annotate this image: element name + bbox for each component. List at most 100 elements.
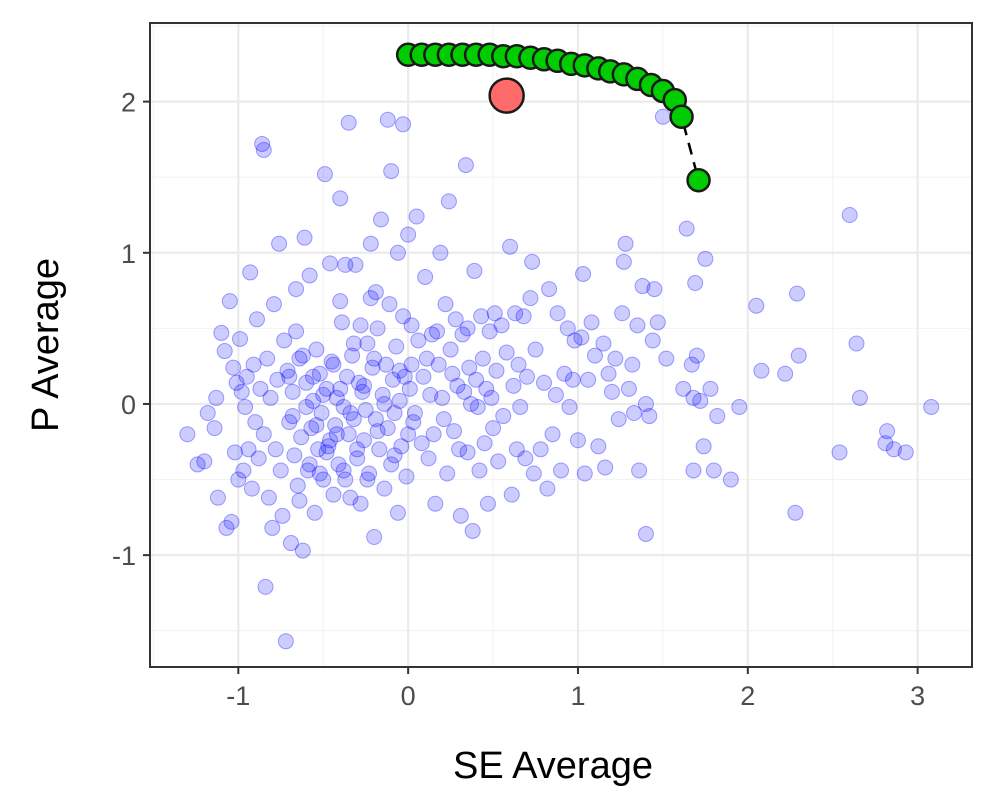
scatter-point bbox=[442, 341, 459, 358]
scatter-point bbox=[345, 335, 362, 352]
scatter-point bbox=[559, 320, 576, 337]
scatter-point bbox=[189, 456, 206, 473]
scatter-point bbox=[352, 495, 369, 512]
scatter-point bbox=[259, 350, 276, 367]
scatter-point bbox=[415, 368, 432, 385]
scatter-point bbox=[524, 253, 541, 270]
scatter-point bbox=[388, 338, 405, 355]
scatter-point bbox=[466, 262, 483, 279]
scatter-point bbox=[434, 389, 451, 406]
scatter-point bbox=[429, 323, 446, 340]
scatter-point bbox=[777, 365, 794, 382]
minor-gridlines bbox=[150, 23, 972, 667]
scatter-point bbox=[296, 229, 313, 246]
scatter-point bbox=[420, 450, 437, 467]
scatter-point bbox=[242, 264, 259, 281]
scatter-point bbox=[291, 492, 308, 509]
scatter-point bbox=[841, 206, 858, 223]
scatter-point bbox=[233, 383, 250, 400]
scatter-point bbox=[493, 317, 510, 334]
scatter-point bbox=[646, 281, 663, 298]
scatter-point bbox=[313, 405, 330, 422]
scatter-point bbox=[787, 504, 804, 521]
scatter-point bbox=[481, 323, 498, 340]
scatter-point bbox=[264, 519, 281, 536]
scatter-point bbox=[923, 398, 940, 415]
scatter-point bbox=[444, 365, 461, 382]
scatter-point bbox=[439, 465, 456, 482]
scatter-point bbox=[471, 462, 488, 479]
scatter-point bbox=[366, 528, 383, 545]
scatter-point bbox=[371, 441, 388, 458]
scatter-point bbox=[603, 383, 620, 400]
scatter-point bbox=[731, 398, 748, 415]
x-tick-label: 2 bbox=[740, 681, 755, 711]
scatter-point bbox=[624, 356, 641, 373]
scatter-point bbox=[432, 244, 449, 261]
scatter-point bbox=[322, 432, 339, 449]
scatter-point bbox=[410, 332, 427, 349]
scatter-point bbox=[311, 465, 328, 482]
scatter-point bbox=[232, 330, 249, 347]
scatter-point bbox=[269, 371, 286, 388]
scatter-point bbox=[332, 380, 349, 397]
scatter-point bbox=[685, 462, 702, 479]
scatter-point bbox=[196, 453, 213, 470]
scatter-point bbox=[417, 268, 434, 285]
scatter-point bbox=[366, 350, 383, 367]
scatter-point bbox=[631, 462, 648, 479]
scatter-point bbox=[393, 438, 410, 455]
scatter-point bbox=[376, 480, 393, 497]
scatter-point bbox=[851, 389, 868, 406]
scatter-point bbox=[267, 441, 284, 458]
scatter-point bbox=[277, 633, 294, 650]
path-point bbox=[686, 167, 711, 193]
scatter-point bbox=[265, 296, 282, 313]
scatter-point bbox=[615, 253, 632, 270]
scatter-point bbox=[473, 308, 490, 325]
scatter-point bbox=[897, 444, 914, 461]
scatter-point bbox=[311, 365, 328, 382]
scatter-point bbox=[508, 441, 525, 458]
scatter-point bbox=[532, 441, 549, 458]
scatter-point bbox=[347, 256, 364, 273]
scatter-point bbox=[359, 471, 376, 488]
scatter-point bbox=[318, 444, 335, 461]
scatter-point bbox=[539, 480, 556, 497]
y-axis-ticks: -1 0 1 2 bbox=[112, 88, 150, 571]
scatter-point bbox=[502, 238, 519, 255]
scatter-point bbox=[490, 453, 507, 470]
scatter-point bbox=[879, 423, 896, 440]
scatter-point bbox=[576, 465, 593, 482]
scatter-point bbox=[831, 444, 848, 461]
scatter-point bbox=[255, 426, 272, 443]
scatter-point bbox=[238, 368, 255, 385]
scatter-point bbox=[688, 347, 705, 364]
scatter-point bbox=[272, 462, 289, 479]
scatter-point bbox=[218, 519, 235, 536]
scatter-point bbox=[885, 441, 902, 458]
scatter-point bbox=[479, 495, 496, 512]
scatter-point bbox=[391, 362, 408, 379]
scatter-point bbox=[367, 284, 384, 301]
scatter-point bbox=[247, 414, 264, 431]
scatter-point bbox=[583, 314, 600, 331]
scatter-point bbox=[262, 389, 279, 406]
scatter-point bbox=[515, 308, 532, 325]
scatter-point bbox=[549, 305, 566, 322]
scatter-point bbox=[276, 332, 293, 349]
scatter-point bbox=[333, 314, 350, 331]
scatter-point bbox=[418, 350, 435, 367]
scatter-point bbox=[384, 371, 401, 388]
scatter-point bbox=[291, 350, 308, 367]
scatter-point bbox=[225, 359, 242, 376]
scatter-point bbox=[342, 489, 359, 506]
scatter-point bbox=[299, 462, 316, 479]
scatter-point bbox=[274, 507, 291, 524]
scatter-point bbox=[586, 347, 603, 364]
scatter-point bbox=[405, 414, 422, 431]
scatter-point bbox=[722, 471, 739, 488]
scatter-point bbox=[400, 426, 417, 443]
scatter-point bbox=[695, 438, 712, 455]
x-tick-label: 0 bbox=[401, 681, 416, 711]
